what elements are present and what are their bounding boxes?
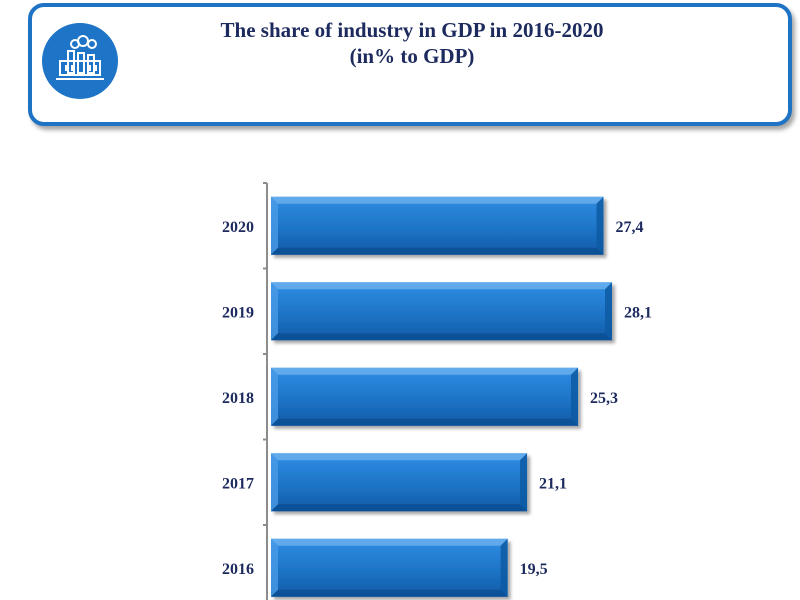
data-label: 25,3: [590, 390, 618, 407]
bar-2018: [271, 367, 579, 426]
category-label: 2017: [222, 475, 254, 492]
chart-title-line1: The share of industry in GDP in 2016-202…: [220, 18, 604, 42]
bar-bevel-right: [520, 453, 528, 512]
bar-2020: [271, 196, 604, 255]
data-label: 27,4: [616, 219, 644, 236]
bar-bevel-left: [271, 282, 278, 341]
bar-bevel-bottom: [271, 418, 579, 426]
bar-group: [271, 196, 604, 255]
chart-title: The share of industry in GDP in 2016-202…: [132, 17, 692, 69]
bar-group: [271, 453, 528, 512]
bar-bevel-top: [271, 196, 604, 204]
bar-group: [271, 538, 508, 597]
bar-bevel-left: [271, 196, 278, 255]
bar-bevel-right: [596, 196, 604, 255]
bar-bevel-top: [271, 282, 612, 290]
chart-title-line2: (in% to GDP): [349, 44, 475, 68]
bar-bevel-bottom: [271, 247, 604, 255]
bar-bevel-right: [500, 538, 508, 597]
bar-bevel-left: [271, 538, 278, 597]
factory-icon: [56, 35, 104, 80]
bar-bevel-left: [271, 453, 278, 512]
factory-logo: [42, 23, 118, 99]
data-label: 19,5: [520, 561, 548, 578]
category-label: 2016: [222, 561, 254, 578]
bar-bevel-top: [271, 367, 579, 375]
bar-bevel-left: [271, 367, 278, 426]
bar-bevel-right: [605, 282, 612, 341]
data-label: 28,1: [624, 304, 652, 321]
bar-bevel-bottom: [271, 333, 612, 341]
category-label: 2018: [222, 390, 254, 407]
bar-2016: [271, 538, 508, 597]
bar-group: [271, 367, 579, 426]
category-label: 2020: [222, 219, 254, 236]
bar-bevel-right: [571, 367, 579, 426]
bar-bevel-top: [271, 538, 508, 546]
bar-bevel-top: [271, 453, 528, 461]
data-label: 21,1: [539, 475, 567, 492]
bar-2019: [271, 282, 612, 341]
header-card: The share of industry in GDP in 2016-202…: [28, 3, 792, 126]
bar-group: [271, 282, 612, 341]
bar-bevel-bottom: [271, 504, 528, 512]
category-label: 2019: [222, 304, 254, 321]
bar-bevel-bottom: [271, 589, 508, 597]
bar-2017: [271, 453, 528, 512]
